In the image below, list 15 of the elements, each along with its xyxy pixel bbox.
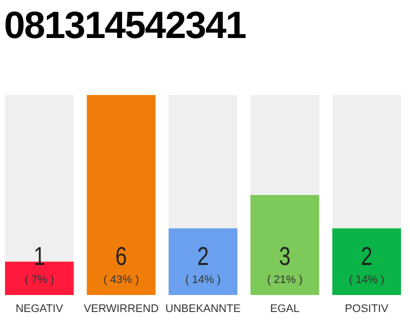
x-tick-label: NEGATIV — [16, 303, 64, 315]
x-tick-label: EGAL — [270, 303, 300, 315]
annotation: ( 7% ) — [24, 274, 54, 286]
annotation: ( 21% ) — [267, 274, 303, 286]
annotation: ( 14% ) — [185, 274, 221, 286]
data-label: 2 — [197, 242, 209, 271]
chart-title: 081314542341 — [4, 5, 246, 47]
data-label: 6 — [115, 242, 127, 271]
data-label: 3 — [279, 242, 291, 271]
annotation: ( 14% ) — [348, 274, 384, 286]
x-tick-label: VERWIRREND — [84, 303, 159, 315]
x-tick-label: UNBEKANNTE — [165, 303, 241, 315]
data-label: 2 — [360, 242, 372, 271]
annotation: ( 43% ) — [103, 274, 139, 286]
x-tick-label: POSITIV — [344, 303, 389, 315]
